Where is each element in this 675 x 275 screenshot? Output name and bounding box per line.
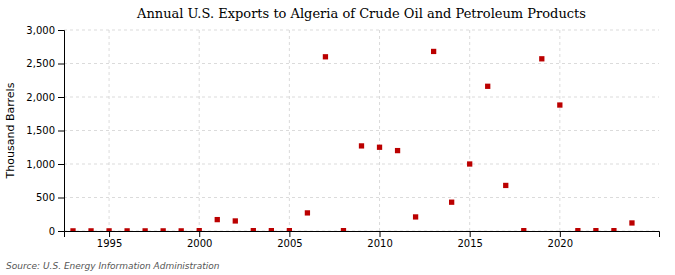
x-axis-tick: 2005 <box>277 231 302 249</box>
y-axis-tick-mark <box>58 231 64 232</box>
y-axis-tick: 2,000 <box>26 92 64 103</box>
y-axis-tick: 1,500 <box>26 125 64 136</box>
y-axis-tick: 500 <box>36 192 64 203</box>
x-axis-tick-label: 2015 <box>457 238 482 249</box>
y-axis-tick: 1,000 <box>26 159 64 170</box>
point <box>467 161 472 166</box>
point <box>215 217 220 222</box>
y-grid-line <box>64 30 659 31</box>
point <box>629 220 634 225</box>
y-axis-line <box>58 31 65 232</box>
point <box>359 143 364 148</box>
x-axis-tick-mark <box>470 231 471 237</box>
x-axis-tick: 2020 <box>548 231 573 249</box>
point <box>106 228 111 231</box>
x-axis-tick-label: 1995 <box>97 238 122 249</box>
x-axis-tick-label: 2000 <box>187 238 212 249</box>
y-axis-tick-mark <box>58 164 64 165</box>
plot: 1995 2000 2005 2010 2015 2020 0 500 1,000 1,500 2,… <box>26 25 659 249</box>
point <box>323 54 328 59</box>
y-grid-line <box>64 63 659 64</box>
x-axis-tick-label: 2020 <box>548 238 573 249</box>
point <box>70 228 75 231</box>
y-axis-tick: 2,500 <box>26 58 64 69</box>
y-axis-tick-mark <box>58 30 64 31</box>
x-grid-line <box>469 30 470 231</box>
x-axis-tick-mark <box>380 231 381 237</box>
marks <box>70 49 634 231</box>
point <box>557 102 562 107</box>
point <box>521 228 526 231</box>
x-axis-tick: 2000 <box>187 231 212 249</box>
point <box>305 210 310 215</box>
y-axis-tick: 3,000 <box>26 25 64 36</box>
x-axis-tick-mark <box>289 231 290 237</box>
point <box>593 228 598 231</box>
point <box>341 228 346 231</box>
y-axis-tick-label: 1,000 <box>26 159 55 170</box>
point <box>287 228 292 231</box>
x-grid-line <box>559 30 560 231</box>
point <box>431 49 436 54</box>
x-axis-line <box>65 232 660 238</box>
x-axis-tick-mark <box>560 231 561 237</box>
point <box>269 228 274 231</box>
y-axis-tick-label: 500 <box>36 192 55 203</box>
point <box>197 228 202 231</box>
y-axis-title: Thousand Barrels <box>4 82 17 179</box>
chart-svg: 1995 2000 2005 2010 2015 2020 0 500 1,000 1,500 2,… <box>0 0 675 275</box>
y-axis-tick-label: 2,000 <box>26 92 55 103</box>
grid <box>64 30 659 231</box>
y-grid-line <box>64 197 659 198</box>
y-axis-tick-mark <box>58 64 64 65</box>
y-grid-line <box>64 130 659 131</box>
point <box>503 183 508 188</box>
y-axis-tick-mark <box>58 198 64 199</box>
point <box>395 148 400 153</box>
point <box>485 84 490 89</box>
x-axis-tick-label: 2005 <box>277 238 302 249</box>
y-axis-tick-mark <box>58 131 64 132</box>
point <box>179 228 184 231</box>
x-grid-line <box>379 30 380 231</box>
x-axis: 1995 2000 2005 2010 2015 2020 <box>65 231 660 249</box>
y-axis-tick-label: 2,500 <box>26 58 55 69</box>
y-axis-tick-label: 3,000 <box>26 25 55 36</box>
point <box>413 214 418 219</box>
chart-container: 1995 2000 2005 2010 2015 2020 0 500 1,000 1,500 2,… <box>0 0 675 275</box>
point <box>575 228 580 231</box>
y-grid-line <box>64 164 659 165</box>
point <box>124 228 129 231</box>
point <box>88 228 93 231</box>
point <box>377 145 382 150</box>
y-axis-tick: 0 <box>49 226 64 237</box>
y-axis: 0 500 1,000 1,500 2,000 2,500 3,000 <box>26 25 64 237</box>
point <box>161 228 166 231</box>
y-grid-line <box>64 97 659 98</box>
x-axis-tick-label: 2010 <box>367 238 392 249</box>
x-grid-line <box>289 30 290 231</box>
point <box>142 228 147 231</box>
y-axis-tick-label: 1,500 <box>26 125 55 136</box>
x-axis-tick-mark <box>109 231 110 237</box>
point <box>233 218 238 223</box>
title: Annual U.S. Exports to Algeria of Crude … <box>136 6 586 21</box>
point <box>539 56 544 61</box>
x-axis-tick-mark <box>199 231 200 237</box>
x-axis-tick: 1995 <box>97 231 122 249</box>
x-axis-tick: 2010 <box>367 231 392 249</box>
source-note: Source: U.S. Energy Information Administ… <box>6 261 220 271</box>
y-axis-tick-mark <box>58 97 64 98</box>
point <box>611 228 616 231</box>
y-axis-tick-label: 0 <box>49 226 55 237</box>
x-axis-tick: 2015 <box>457 231 482 249</box>
point <box>251 228 256 231</box>
point <box>449 200 454 205</box>
